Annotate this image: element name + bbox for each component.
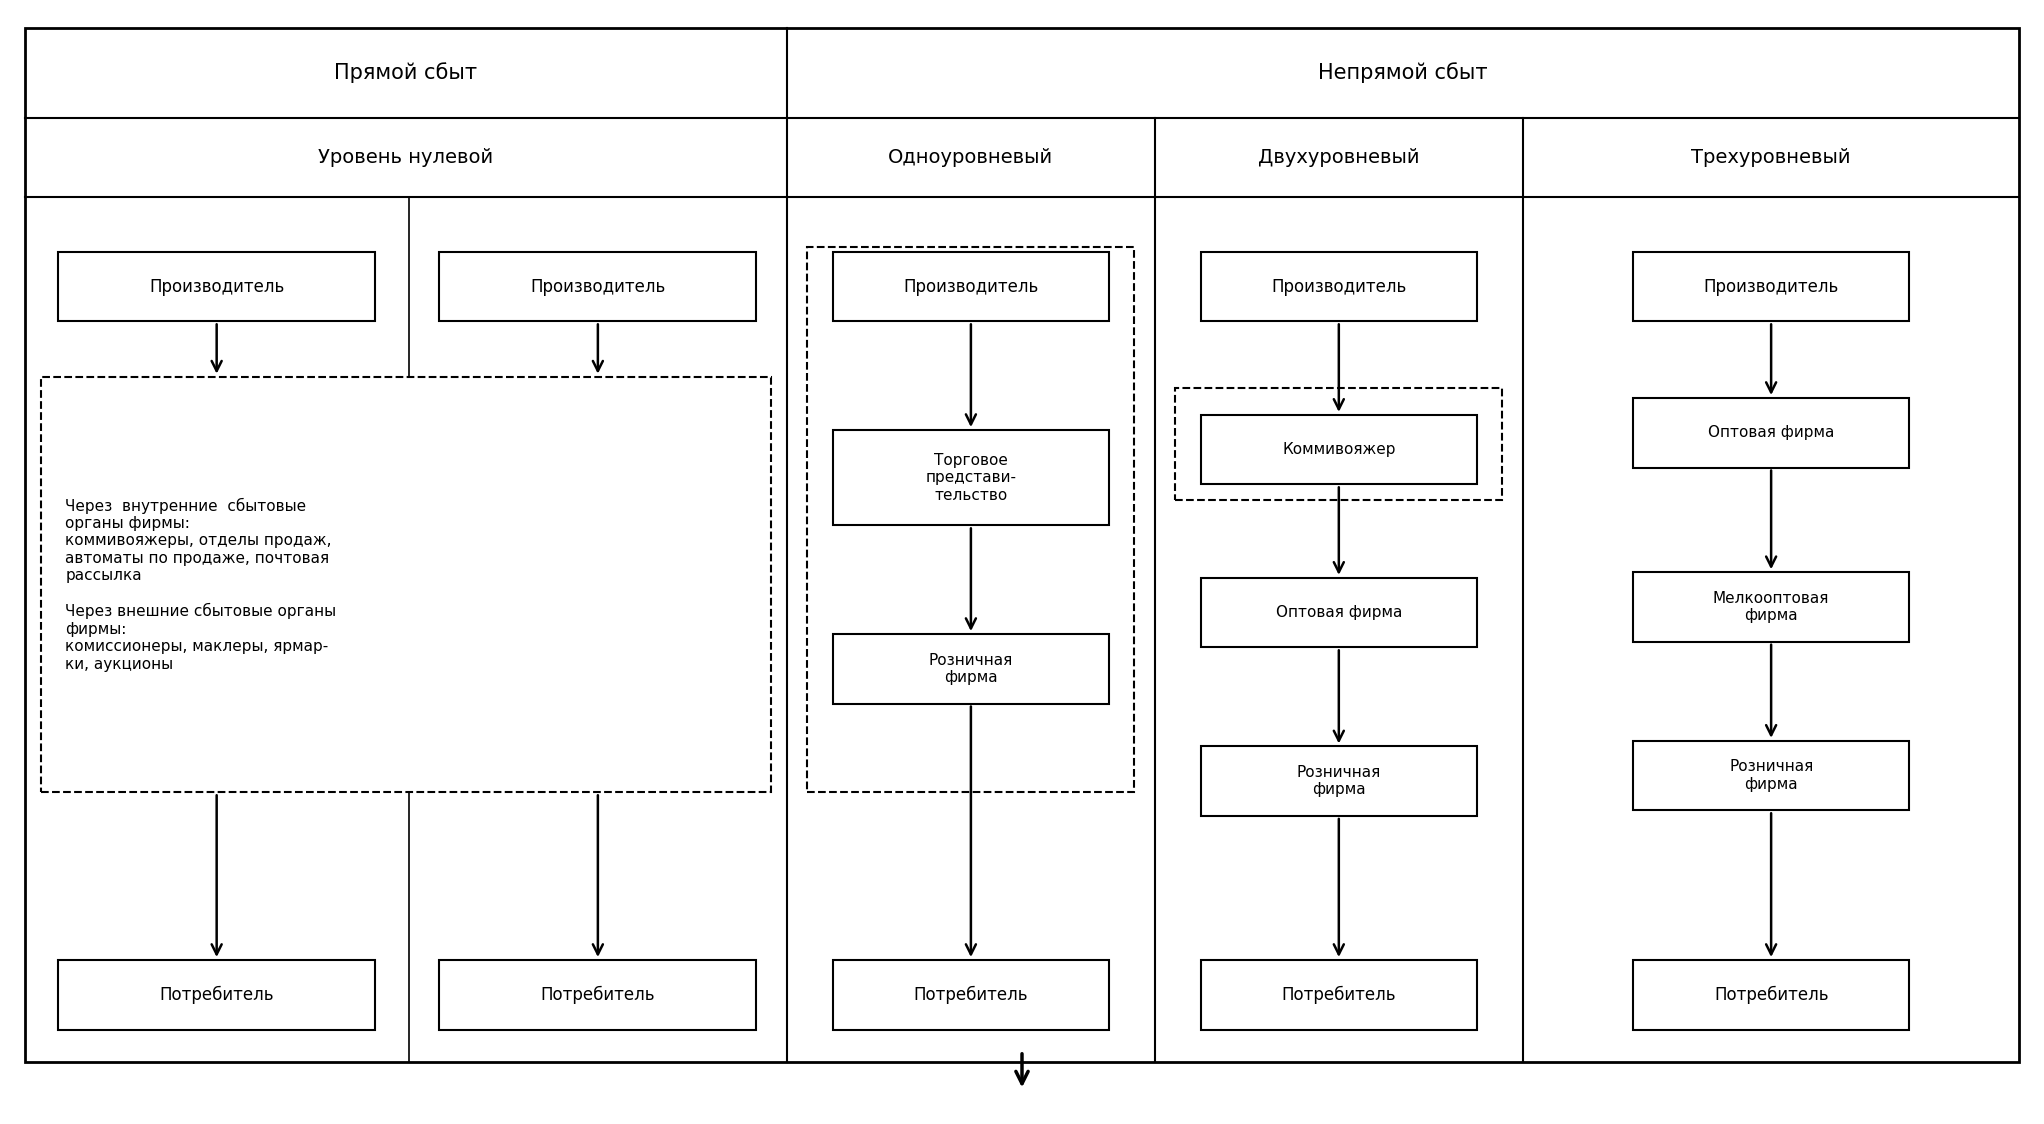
- Bar: [1202, 746, 1476, 816]
- Bar: [834, 430, 1108, 526]
- Text: Потребитель: Потребитель: [1713, 986, 1829, 1004]
- Bar: [1175, 388, 1502, 500]
- Bar: [1202, 578, 1476, 647]
- Text: Производитель: Производитель: [1703, 278, 1840, 296]
- Bar: [1633, 252, 1909, 321]
- Bar: [1633, 960, 1909, 1030]
- Bar: [1202, 415, 1476, 484]
- Text: Потребитель: Потребитель: [1282, 986, 1396, 1004]
- Text: Через  внутренние  сбытовые
органы фирмы:
коммивояжеры, отделы продаж,
автоматы : Через внутренние сбытовые органы фирмы: …: [65, 498, 337, 671]
- Text: Трехуровневый: Трехуровневый: [1690, 148, 1852, 166]
- Text: Одноуровневый: Одноуровневый: [889, 148, 1053, 166]
- Text: Торговое
представи-
тельство: Торговое представи- тельство: [926, 453, 1016, 502]
- Text: Уровень нулевой: Уровень нулевой: [319, 148, 493, 166]
- Text: Производитель: Производитель: [529, 278, 666, 296]
- Bar: [41, 377, 771, 792]
- Bar: [834, 252, 1108, 321]
- Bar: [439, 252, 756, 321]
- Text: Прямой сбыт: Прямой сбыт: [333, 63, 478, 83]
- Text: Потребитель: Потребитель: [914, 986, 1028, 1004]
- Bar: [1633, 398, 1909, 468]
- Bar: [1202, 252, 1476, 321]
- Text: Производитель: Производитель: [903, 278, 1038, 296]
- Text: Розничная
фирма: Розничная фирма: [1729, 760, 1813, 791]
- Bar: [834, 960, 1108, 1030]
- Text: Розничная
фирма: Розничная фирма: [1296, 765, 1382, 797]
- Bar: [59, 252, 376, 321]
- Text: Розничная
фирма: Розничная фирма: [928, 653, 1014, 685]
- Bar: [1633, 572, 1909, 642]
- Bar: [59, 960, 376, 1030]
- Text: Оптовая фирма: Оптовая фирма: [1275, 605, 1402, 620]
- Text: Оптовая фирма: Оптовая фирма: [1709, 425, 1833, 441]
- Text: Потребитель: Потребитель: [540, 986, 656, 1004]
- Text: Непрямой сбыт: Непрямой сбыт: [1318, 63, 1488, 83]
- Text: Мелкооптовая
фирма: Мелкооптовая фирма: [1713, 591, 1829, 623]
- Bar: [1202, 960, 1476, 1030]
- Text: Двухуровневый: Двухуровневый: [1257, 148, 1421, 166]
- Text: Производитель: Производитель: [149, 278, 284, 296]
- Bar: [807, 247, 1134, 792]
- Text: Коммивояжер: Коммивояжер: [1282, 442, 1396, 457]
- Bar: [834, 634, 1108, 704]
- Bar: [439, 960, 756, 1030]
- Bar: [1633, 741, 1909, 810]
- Text: Потребитель: Потребитель: [159, 986, 274, 1004]
- Text: Производитель: Производитель: [1271, 278, 1406, 296]
